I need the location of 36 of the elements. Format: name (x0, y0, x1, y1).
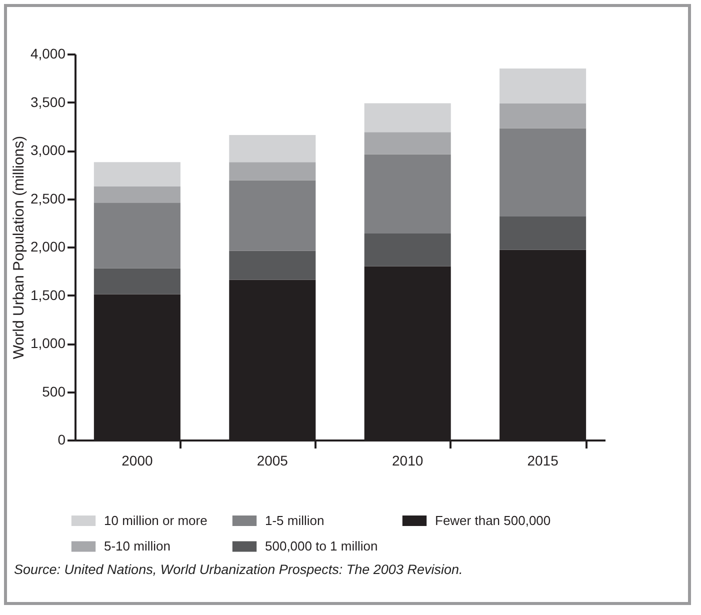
legend-label: Fewer than 500,000 (435, 512, 551, 528)
source-note: Source: United Nations, World Urbanization Prospects: The 2003 Revision. (14, 562, 463, 577)
bar (229, 250, 316, 280)
bar (500, 68, 586, 104)
y-tick-label: 4,000 (30, 46, 66, 62)
legend-label: 10 million or more (104, 512, 208, 528)
y-tick-label: 2,500 (30, 190, 66, 206)
bar (94, 162, 180, 186)
y-tick-label: 3,000 (30, 142, 66, 158)
bar (94, 268, 180, 294)
bar (364, 103, 451, 132)
legend-label: 500,000 to 1 million (265, 538, 378, 554)
x-tick-label: 2015 (527, 452, 559, 468)
y-tick-label: 0 (58, 432, 66, 448)
x-tick-label: 2010 (392, 452, 424, 468)
bar (229, 135, 316, 162)
bar (229, 180, 316, 251)
x-tick-label: 2005 (256, 452, 288, 468)
y-tick-label: 1,500 (30, 286, 66, 303)
legend-label: 5-10 million (104, 538, 170, 554)
bar (364, 233, 451, 266)
bar (364, 154, 451, 234)
y-tick-label: 1,000 (30, 335, 66, 351)
y-axis-title: World Urban Population (millions) (10, 136, 28, 360)
y-tick-label: 2,000 (30, 238, 66, 254)
bar (500, 216, 586, 250)
x-tick-label: 2000 (122, 452, 153, 468)
y-tick-label: 3,500 (30, 94, 66, 110)
bar (229, 162, 316, 180)
bar (94, 186, 180, 203)
bar (500, 103, 586, 128)
legend-label: 1-5 million (265, 512, 324, 528)
bar (500, 128, 586, 216)
bar (94, 202, 180, 268)
y-tick-label: 500 (42, 383, 66, 400)
bar (364, 132, 451, 154)
